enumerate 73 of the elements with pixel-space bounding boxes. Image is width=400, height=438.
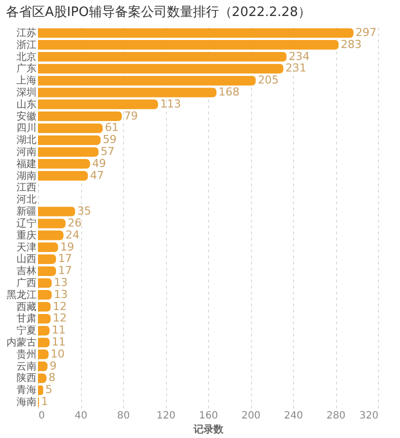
- y-tick-label: 海南: [16, 396, 36, 408]
- x-tick-label: 200: [241, 410, 261, 422]
- data-label: 231: [285, 62, 306, 75]
- data-label: 17: [58, 264, 72, 278]
- x-tick-label: 240: [284, 410, 304, 422]
- y-tick-label: 深圳: [16, 86, 36, 98]
- data-label: 12: [52, 300, 67, 313]
- x-tick-label: 80: [117, 410, 130, 422]
- y-tick-label: 新疆: [16, 206, 36, 218]
- y-tick-label: 辽宁: [16, 217, 36, 230]
- data-label: 17: [58, 252, 72, 266]
- y-tick-label: 江西: [16, 182, 36, 194]
- y-tick-label: 宁夏: [16, 324, 36, 337]
- y-tick-label: 湖南: [16, 170, 36, 182]
- data-label: 59: [102, 133, 117, 146]
- data-label: 57: [100, 145, 115, 158]
- data-label: 5: [45, 383, 52, 396]
- data-label: 113: [160, 97, 182, 110]
- y-tick-label: 安徽: [16, 110, 36, 122]
- data-label: 13: [54, 288, 68, 301]
- y-tick-label: 广东: [16, 62, 36, 75]
- y-tick-label: 甘肃: [16, 312, 36, 325]
- data-label: 13: [54, 276, 68, 289]
- data-label: 205: [258, 74, 279, 87]
- data-label: 79: [124, 109, 138, 122]
- y-tick-label: 福建: [16, 158, 36, 170]
- y-tick-label: 湖北: [16, 134, 36, 146]
- y-tick-label: 山西: [16, 253, 36, 266]
- y-tick-label: 陕西: [16, 372, 36, 384]
- data-label: 234: [288, 50, 310, 63]
- data-label: 35: [77, 204, 92, 218]
- data-label: 1: [41, 395, 48, 408]
- data-label: 49: [92, 156, 106, 170]
- x-tick-label: 280: [326, 410, 346, 422]
- data-label: 283: [340, 38, 362, 51]
- y-tick-label: 广西: [16, 276, 36, 289]
- y-tick-label: 上海: [16, 74, 36, 87]
- data-label: 19: [60, 240, 74, 254]
- y-tick-label: 云南: [16, 360, 36, 372]
- y-tick-label: 天津: [16, 241, 36, 254]
- y-tick-label: 内蒙古: [6, 336, 36, 349]
- x-tick-label: 0: [38, 410, 45, 422]
- x-tick-label: 40: [74, 410, 88, 422]
- data-label: 297: [356, 26, 377, 39]
- x-axis-title: 记录数: [192, 424, 224, 436]
- data-label: 24: [66, 228, 80, 242]
- data-label: 8: [48, 371, 56, 384]
- y-tick-label: 四川: [16, 122, 36, 134]
- data-label: 11: [52, 324, 66, 337]
- data-label: 26: [68, 216, 82, 230]
- y-tick-label: 山东: [16, 98, 36, 110]
- y-tick-label: 西藏: [16, 300, 36, 313]
- y-tick-label: 江苏: [16, 26, 36, 39]
- y-tick-label: 河北: [16, 194, 36, 206]
- data-label: 168: [218, 85, 240, 98]
- y-tick-label: 浙江: [16, 38, 36, 51]
- data-label: 11: [52, 336, 66, 349]
- x-tick-label: 320: [359, 410, 378, 422]
- data-label: 61: [104, 121, 119, 134]
- y-tick-label: 黑龙江: [6, 288, 36, 301]
- y-tick-label: 吉林: [16, 265, 36, 278]
- y-tick-label: 北京: [16, 50, 36, 63]
- y-tick-label: 青海: [16, 384, 36, 396]
- y-tick-label: 重庆: [16, 229, 36, 242]
- y-tick-label: 贵州: [16, 348, 36, 360]
- data-label: 47: [90, 168, 104, 182]
- x-tick-label: 160: [198, 410, 218, 422]
- x-tick-label: 120: [156, 410, 176, 422]
- chart-title: 各省区A股IPO辅导备案公司数量排行（2022.2.28）: [6, 4, 311, 20]
- y-tick-label: 河南: [16, 146, 36, 158]
- data-label: 9: [50, 359, 57, 372]
- data-label: 12: [52, 312, 67, 325]
- data-label: 10: [50, 347, 65, 360]
